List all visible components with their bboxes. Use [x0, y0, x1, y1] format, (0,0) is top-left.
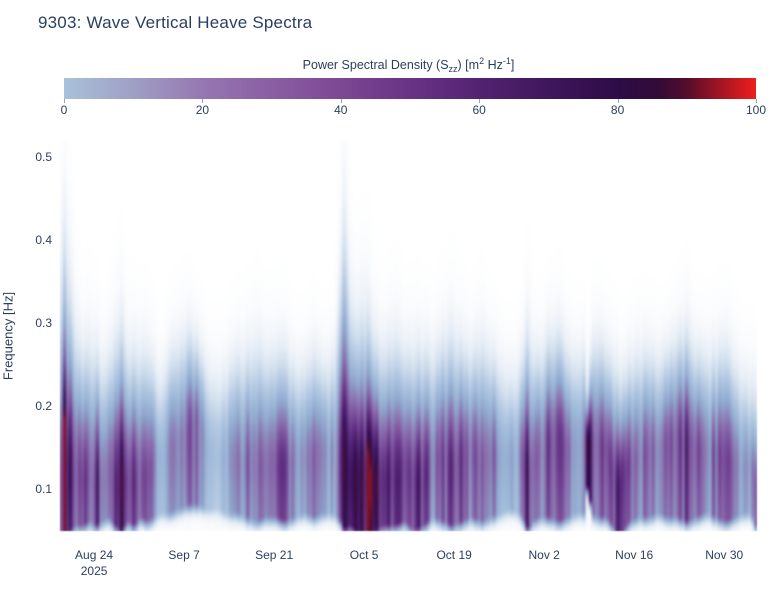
colorbar-title-part: 2 — [479, 56, 485, 66]
x-tick-label: Sep 7 — [168, 548, 199, 564]
colorbar-title-part: Hz — [484, 58, 503, 72]
colorbar-tick-label: 100 — [745, 103, 767, 117]
y-tick-label: 0.3 — [35, 316, 52, 331]
x-tick-label: Aug 24 2025 — [75, 548, 113, 579]
x-tick-label: Sep 21 — [255, 548, 293, 564]
colorbar-tick-mark — [756, 99, 757, 103]
colorbar-tick-mark — [202, 99, 204, 103]
chart-title: 9303: Wave Vertical Heave Spectra — [38, 13, 313, 32]
colorbar-tick-mark — [617, 99, 619, 103]
x-tick-date: Sep 21 — [255, 548, 294, 562]
colorbar-tick-label: 40 — [334, 103, 348, 117]
y-axis-label: Frequency [Hz] — [0, 291, 16, 381]
colorbar-tick-mark — [479, 99, 481, 103]
x-tick-label: Nov 16 — [615, 548, 653, 564]
colorbar-title-part: Power Spectral Density (S — [302, 58, 449, 72]
colorbar-gradient — [64, 78, 756, 99]
x-tick-label: Oct 5 — [350, 548, 379, 564]
x-tick-date: Nov 16 — [615, 548, 654, 562]
y-tick-label: 0.5 — [35, 149, 52, 164]
colorbar-tick-label: 0 — [60, 103, 68, 117]
colorbar-title-part: ) [m — [457, 58, 480, 72]
x-tick-label: Nov 30 — [705, 548, 743, 564]
x-tick-label: Oct 19 — [436, 548, 471, 564]
colorbar-title-part: -1 — [502, 56, 511, 66]
x-tick-date: Nov 2 — [528, 548, 560, 562]
colorbar-tick-label: 20 — [195, 103, 210, 117]
x-tick-date: Oct 5 — [349, 548, 379, 562]
x-tick-label: Nov 2 — [528, 548, 559, 564]
colorbar-title: Power Spectral Density (Szz) [m2 Hz-1] — [60, 56, 757, 74]
x-tick-year: 2025 — [80, 563, 108, 578]
y-tick-label: 0.4 — [35, 232, 52, 247]
colorbar-tick-mark — [340, 99, 342, 103]
colorbar-tick-mark — [64, 99, 65, 103]
heatmap-plot[interactable] — [60, 140, 757, 531]
colorbar-title-part: ] — [510, 58, 515, 72]
y-tick-label: 0.2 — [35, 399, 52, 414]
x-tick-date: Sep 7 — [168, 548, 200, 562]
y-tick-label: 0.1 — [35, 482, 52, 497]
colorbar-tick-label: 60 — [472, 103, 486, 117]
colorbar-title-part: zz — [448, 64, 458, 74]
x-tick-date: Aug 24 — [75, 548, 114, 562]
x-tick-date: Nov 30 — [705, 548, 744, 562]
colorbar-tick-label: 80 — [610, 103, 625, 117]
x-tick-date: Oct 19 — [436, 548, 472, 562]
